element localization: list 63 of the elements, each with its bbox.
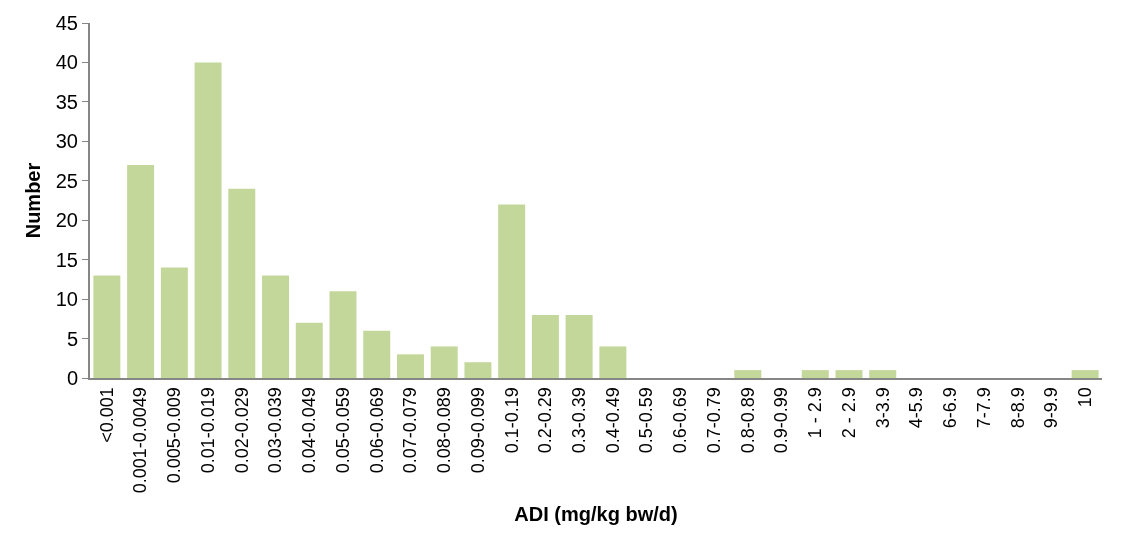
y-tick-label: 0 (66, 367, 78, 389)
x-tick-label: 0.07-0.079 (400, 387, 421, 474)
x-tick-label: 0.1-0.19 (501, 387, 522, 454)
x-tick-label: 0.08-0.089 (434, 387, 455, 474)
y-tick-label: 35 (55, 90, 78, 113)
y-tick-label: 15 (55, 248, 78, 271)
bar (329, 291, 357, 378)
x-tick-label: 0.7-0.79 (703, 387, 724, 454)
x-tick-label: 0.06-0.069 (366, 387, 387, 474)
x-tick-label: 9-9.9 (1041, 387, 1062, 429)
x-tick-label: 6-6.9 (940, 387, 961, 429)
bar (363, 330, 391, 378)
x-tick-label: 0.02-0.029 (231, 387, 252, 474)
x-tick-label: 0.4-0.49 (602, 387, 623, 454)
y-axis-title: Number (21, 162, 44, 239)
x-tick-label: 7-7.9 (973, 387, 994, 429)
x-tick-label: 10 (1074, 387, 1095, 408)
x-axis-title: ADI (mg/kg bw/d) (514, 503, 678, 526)
y-tick-label: 45 (55, 12, 78, 34)
x-tick-label: 4-5.9 (906, 387, 927, 429)
bar (565, 314, 593, 378)
x-tick-label: 0.5-0.59 (636, 387, 657, 454)
x-tick-label: 0.09-0.099 (467, 387, 488, 474)
x-tick-label: 0.05-0.059 (332, 387, 353, 474)
bar (599, 346, 627, 378)
x-tick-label: 0.03-0.039 (265, 387, 286, 474)
y-tick-label: 25 (55, 169, 78, 192)
x-tick-label: 0.3-0.39 (568, 387, 589, 454)
bar (464, 362, 492, 378)
bar (869, 370, 897, 378)
y-tick-label: 10 (55, 288, 78, 311)
y-tick-label: 5 (66, 327, 78, 350)
bar (498, 204, 526, 378)
bar (295, 322, 323, 378)
bar (734, 370, 762, 378)
x-tick-label: 0.9-0.99 (771, 387, 792, 454)
bar (160, 267, 188, 378)
bar (801, 370, 829, 378)
x-tick-label: 0.04-0.049 (299, 387, 320, 474)
bar (93, 275, 121, 378)
x-tick-label: 1 - 2.9 (805, 387, 826, 439)
y-tick-label: 20 (55, 209, 78, 232)
bar (194, 62, 222, 378)
x-tick-label: 0.2-0.29 (535, 387, 556, 454)
x-tick-label: 8-8.9 (1007, 387, 1028, 429)
bar (396, 354, 424, 378)
bar (262, 275, 290, 378)
x-tick-label: <0.001 (96, 387, 117, 443)
bar (430, 346, 458, 378)
x-tick-label: 2 - 2.9 (838, 387, 859, 439)
x-tick-label: 0.6-0.69 (670, 387, 691, 454)
bar (835, 370, 863, 378)
y-tick-label: 30 (55, 130, 78, 153)
x-tick-label: 0.001-0.0049 (130, 387, 151, 494)
bar (228, 188, 256, 378)
bar (1071, 370, 1099, 378)
bar (531, 314, 559, 378)
x-tick-label: 3-3.9 (872, 387, 893, 429)
x-tick-label: 0.01-0.019 (197, 387, 218, 474)
x-tick-label: 0.005-0.009 (164, 387, 185, 484)
x-tick-label: 0.8-0.89 (737, 387, 758, 454)
bar (127, 165, 155, 378)
y-tick-label: 40 (55, 51, 78, 74)
